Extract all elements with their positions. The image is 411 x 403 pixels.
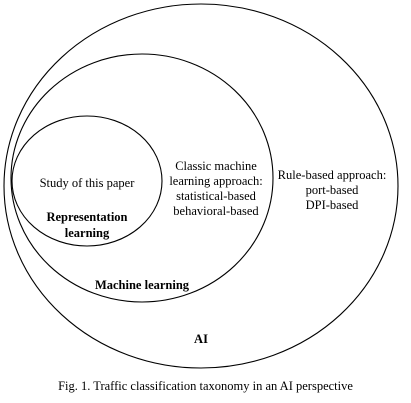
rule-based-line-2: port-based <box>306 183 360 197</box>
ai-circle <box>3 3 399 369</box>
classic-ml-line-1: Classic machine <box>175 159 257 173</box>
classic-ml-line-2: learning approach: <box>169 174 262 188</box>
study-of-paper-label: Study of this paper <box>40 176 136 190</box>
representation-learning-label-line-2: learning <box>65 226 110 240</box>
rule-based-line-1: Rule-based approach: <box>278 168 387 182</box>
rule-based-line-3: DPI-based <box>306 198 360 212</box>
representation-learning-circle <box>11 115 163 247</box>
machine-learning-label: Machine learning <box>95 278 190 292</box>
classic-ml-line-3: statistical-based <box>176 189 257 203</box>
figure-caption: Fig. 1. Traffic classification taxonomy … <box>58 379 353 393</box>
classic-ml-line-4: behavioral-based <box>173 204 259 218</box>
machine-learning-circle <box>10 53 274 303</box>
representation-learning-label-line-1: Representation <box>46 210 127 224</box>
ai-label: AI <box>194 332 208 346</box>
